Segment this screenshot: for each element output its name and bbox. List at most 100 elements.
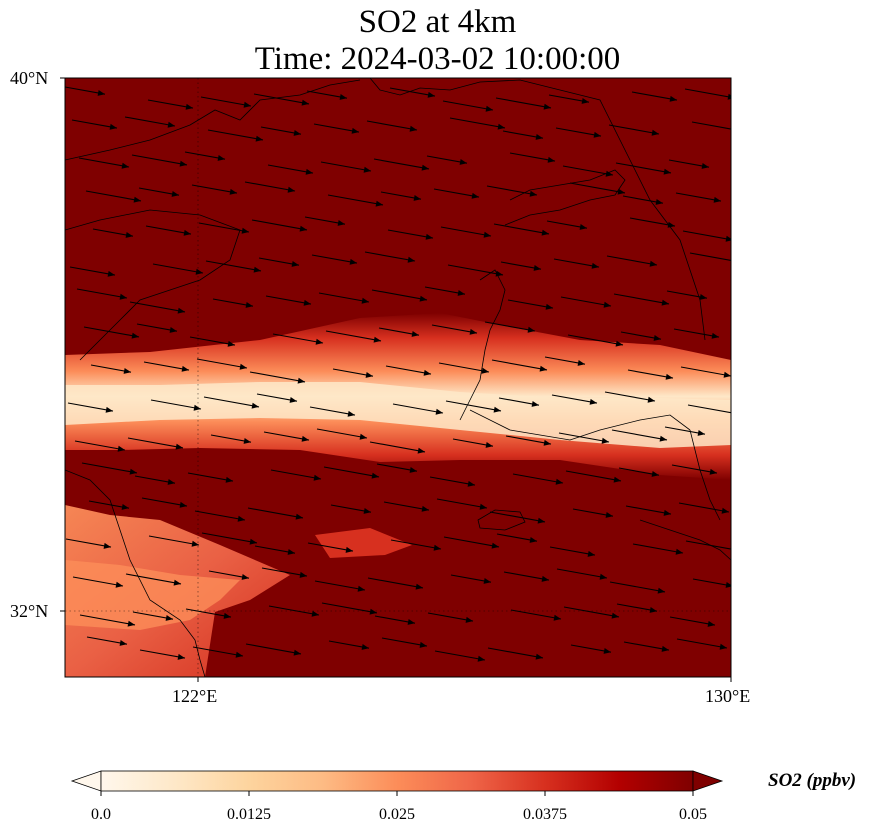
wind-arrow-head	[339, 94, 347, 100]
wind-arrow-shaft	[366, 120, 418, 131]
wind-arrow-shaft	[625, 505, 672, 515]
wind-arrow-shaft	[484, 321, 536, 332]
wind-arrow-shaft	[487, 647, 544, 659]
wind-arrow-shaft	[615, 162, 672, 174]
wind-arrow-shaft	[244, 181, 296, 192]
so2-small-patch	[315, 528, 412, 558]
wind-arrow-head	[477, 655, 485, 662]
wind-arrow-head	[169, 327, 177, 333]
wind-arrow-head	[589, 398, 597, 405]
wind-arrow-shaft	[309, 406, 356, 416]
wind-arrow-shaft	[431, 324, 478, 334]
wind-arrow-shaft	[427, 612, 474, 622]
wind-arrow-head	[251, 402, 259, 409]
wind-arrow-shaft	[438, 362, 490, 373]
wind-arrow-head	[545, 303, 553, 310]
wind-arrow-head	[649, 260, 657, 267]
wind-arrow-head	[543, 439, 551, 446]
wind-arrow-head	[363, 166, 371, 173]
wind-arrow-head	[337, 220, 345, 226]
wind-arrow-shaft	[680, 366, 731, 377]
wind-arrow-head	[127, 620, 135, 627]
wind-arrow-shaft	[141, 497, 188, 507]
lat-tick-label: 32°N	[10, 601, 49, 621]
wind-arrow-shaft	[200, 96, 252, 107]
wind-arrow-shaft	[72, 576, 124, 587]
lat-tick-label: 40°N	[10, 68, 49, 88]
wind-arrow-head	[287, 186, 295, 193]
wind-arrow-head	[651, 129, 659, 136]
wind-arrow-shaft	[606, 255, 658, 266]
wind-arrow-head	[419, 641, 427, 648]
wind-arrow-head	[535, 134, 543, 140]
wind-arrow-shaft	[85, 190, 142, 202]
wind-arrow-head	[577, 360, 585, 366]
wind-arrow-shaft	[198, 222, 250, 233]
coastline-segment	[65, 79, 361, 161]
wind-arrow-shaft	[558, 432, 610, 443]
wind-arrow-head	[605, 170, 613, 177]
wind-arrow-head	[235, 651, 243, 658]
wind-arrow-head	[375, 200, 383, 207]
wind-arrow-head	[303, 299, 311, 306]
wind-arrow-shaft	[311, 254, 358, 264]
colorbar-tick-label: 0.0	[91, 806, 111, 823]
colorbar-extend-high	[692, 770, 724, 792]
wind-arrow-shaft	[392, 403, 444, 414]
wind-arrow-head	[253, 266, 261, 273]
coastline-segment	[504, 169, 626, 226]
wind-arrow-shaft	[371, 289, 428, 301]
wind-arrow-shaft	[631, 91, 678, 101]
wind-arrow-shaft	[627, 369, 674, 379]
wind-arrow-head	[225, 476, 233, 483]
wind-arrow-head	[707, 620, 715, 627]
wind-arrow-shaft	[152, 263, 204, 274]
wind-arrow-shaft	[562, 165, 614, 176]
wind-arrow-head	[483, 578, 491, 584]
wind-arrow-head	[409, 467, 417, 473]
coastline-segment	[65, 469, 206, 677]
wind-arrow-shaft	[270, 469, 322, 480]
wind-arrow-shaft	[205, 260, 262, 272]
wind-arrow-head	[605, 512, 613, 518]
wind-arrow-shaft	[512, 473, 564, 484]
wind-arrow-head	[533, 265, 541, 271]
wind-arrow-head	[457, 290, 465, 296]
wind-arrow-head	[541, 575, 549, 582]
wind-arrow-head	[129, 468, 137, 475]
wind-arrow-head	[109, 123, 117, 130]
wind-arrow-shaft	[493, 223, 550, 235]
wind-arrow-head	[349, 258, 357, 265]
wind-arrow-head	[301, 99, 309, 106]
wind-arrow-shaft	[503, 571, 550, 581]
wind-arrow-shaft	[247, 507, 304, 519]
wind-arrow-head	[287, 549, 295, 555]
so2-southwest-core	[65, 560, 240, 630]
wind-arrow-shaft	[491, 359, 548, 371]
wind-arrow-shaft	[565, 470, 622, 482]
wind-arrow-shaft	[434, 650, 486, 661]
wind-arrow-head	[313, 474, 321, 481]
wind-arrow-shaft	[429, 476, 476, 486]
wind-arrow-head	[651, 471, 659, 477]
wind-arrow-head	[121, 504, 129, 510]
wind-arrow-shaft	[629, 217, 676, 227]
wind-arrow-shaft	[323, 466, 380, 478]
wind-arrow-head	[249, 538, 257, 545]
wind-arrow-head	[613, 476, 621, 483]
wind-arrow-shaft	[390, 539, 442, 550]
wind-arrow-head	[167, 479, 175, 485]
wind-arrow-head	[495, 270, 503, 277]
wind-arrow-shaft	[192, 646, 244, 657]
wind-arrow-head	[725, 582, 731, 588]
wind-arrow-shaft	[445, 400, 502, 412]
wind-arrow-head	[601, 437, 609, 444]
wind-arrow-head	[315, 338, 323, 345]
wind-arrow-head	[227, 340, 235, 347]
wind-arrow-head	[555, 478, 563, 485]
wind-arrow-shaft	[449, 117, 506, 129]
wind-arrow-head	[131, 332, 139, 339]
wind-arrow-head	[421, 505, 429, 512]
wind-arrow-head	[293, 649, 301, 656]
wind-arrow-shaft	[682, 230, 731, 241]
